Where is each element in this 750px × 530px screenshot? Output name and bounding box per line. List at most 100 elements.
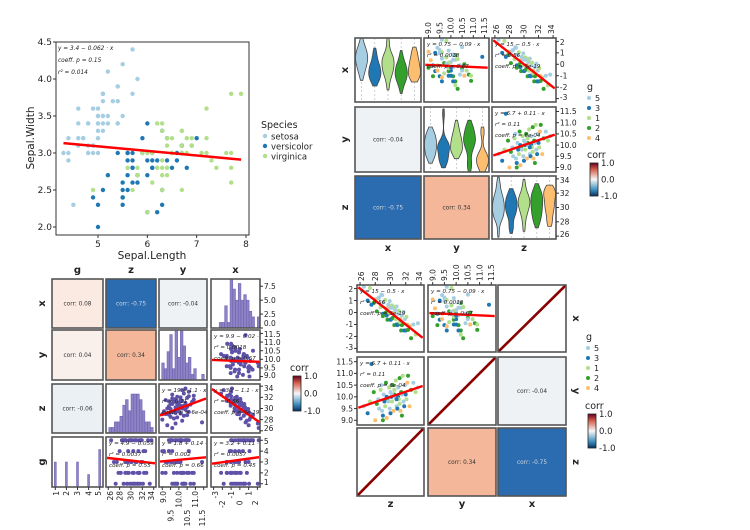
scatter-point <box>396 311 401 316</box>
scatter-point <box>538 122 543 127</box>
row-label: z <box>37 405 48 411</box>
scatter-point <box>516 50 521 55</box>
scatter-point <box>514 65 519 70</box>
regression-annotation: coeff. p = 0.15 <box>58 58 102 64</box>
scatter-point <box>393 378 398 383</box>
scatter-point <box>506 138 510 143</box>
data-point-versicolor <box>164 158 170 163</box>
panel-scatter: y = 0.75 − 0.09 · x r² = 0.0018 coeff. p =… <box>423 37 490 103</box>
tick-label: 1 <box>244 491 253 496</box>
regression-line <box>425 63 488 69</box>
data-point-virginica <box>179 187 185 193</box>
data-point-setosa <box>61 150 66 156</box>
tick-label: 28 <box>505 24 514 34</box>
scatter-point <box>244 470 249 475</box>
data-point-versicolor <box>184 165 189 170</box>
data-point-virginica <box>125 165 130 170</box>
violin-group-2 <box>530 183 544 229</box>
data-point-setosa <box>105 121 111 126</box>
scatter-point <box>256 425 260 430</box>
panel-frame <box>354 37 422 103</box>
tick-label: 1 <box>348 296 353 305</box>
correlation-label: corr: 0.08 <box>64 302 92 308</box>
data-point-setosa <box>115 99 120 104</box>
scatter-point <box>440 317 445 322</box>
correlation-label: corr: -0.04 <box>373 138 403 144</box>
regression-annotation: r² = 0.56 <box>360 299 386 306</box>
scatter-point <box>393 308 398 313</box>
scatter-point <box>365 411 370 416</box>
panel-background <box>355 176 421 239</box>
data-point-virginica <box>159 128 165 133</box>
data-point-setosa <box>105 113 111 119</box>
scatter-point <box>178 395 183 400</box>
y-tick-label: 2.5 <box>38 186 52 196</box>
scatter-point <box>185 438 190 443</box>
regression-annotation: coeff. p = 6e-04 <box>495 133 541 139</box>
data-point-versicolor <box>130 165 135 170</box>
scatter-point <box>457 72 462 77</box>
column-label: y <box>459 499 466 510</box>
scatter-point <box>224 355 229 360</box>
scatter-point <box>444 55 449 60</box>
data-point-versicolor <box>140 136 145 141</box>
scatter-point <box>456 305 461 310</box>
histogram-bar <box>111 427 115 433</box>
regression-annotation: y = 0.75 − 0.09 · x <box>430 289 485 295</box>
scatter-point <box>250 367 255 372</box>
data-point-virginica <box>159 165 165 170</box>
tick-label: 9.5 <box>166 509 175 521</box>
scatter-point <box>165 423 170 428</box>
tick-label: 30 <box>560 203 570 212</box>
scatter-point <box>433 306 438 311</box>
data-point-setosa <box>130 91 135 97</box>
data-point-versicolor <box>95 202 101 207</box>
scatter-point <box>395 406 400 411</box>
scatter-point <box>440 293 445 298</box>
legend-marker <box>587 126 591 130</box>
scatter-point <box>241 405 246 410</box>
tick-label: 32 <box>534 24 543 34</box>
histogram-bar <box>108 427 112 433</box>
scatter-point <box>181 470 186 475</box>
column-label: x <box>232 265 239 276</box>
scatter-point <box>469 73 474 78</box>
data-point-versicolor <box>135 180 140 185</box>
panel-frame <box>356 356 425 426</box>
legend-title: Species <box>261 120 298 131</box>
scatter-point <box>439 75 444 80</box>
panel-hist <box>158 329 208 381</box>
data-point-virginica <box>204 136 209 141</box>
scatter-point <box>390 315 395 320</box>
panel-content: y = 0.75 − 0.09 · x r² = 0.0018 coeff. p =… <box>428 285 496 352</box>
histogram-bar <box>122 404 126 433</box>
colorbar-label: 0.0 <box>304 390 318 400</box>
scatter-point <box>534 147 539 152</box>
data-point-virginica <box>228 91 234 97</box>
scatter-point <box>387 406 392 411</box>
scatter-point <box>406 373 411 378</box>
data-point-versicolor <box>120 187 125 193</box>
scatter-point <box>411 322 416 327</box>
panel-background <box>106 330 156 380</box>
tick-label: -1 <box>227 491 236 499</box>
panel-corr: corr: -0.04 <box>497 356 567 426</box>
scatter-point <box>170 396 175 401</box>
histogram-bar <box>174 330 178 380</box>
tick-label: 34 <box>547 24 556 34</box>
data-point-setosa <box>81 136 86 141</box>
scatter-point <box>404 314 409 319</box>
scatter-point <box>234 481 239 486</box>
tick-label: -3 <box>211 491 220 499</box>
colorbar-title: corr <box>587 150 606 161</box>
tick-label: 9.0 <box>428 269 437 281</box>
panel-content: y = 15 − 0.5 · x r² = 0.56 coeff. p = 3e-1… <box>492 38 556 102</box>
scatter-point <box>518 65 523 70</box>
row-label: y <box>570 388 581 395</box>
scatter-point <box>460 68 465 73</box>
scatter-point <box>519 54 524 59</box>
data-point-virginica <box>159 158 165 163</box>
data-point-virginica <box>154 121 160 126</box>
scatter-point <box>200 420 205 425</box>
